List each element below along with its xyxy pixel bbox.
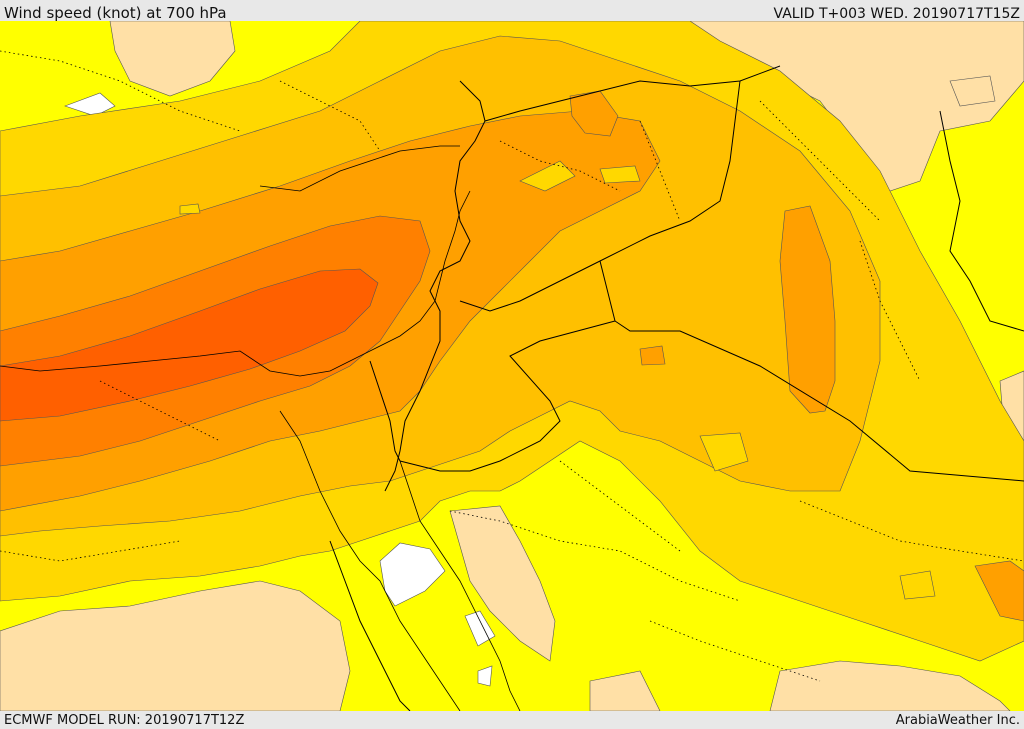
inner-patch-5	[899, 570, 936, 600]
inner-patch-2	[179, 203, 201, 215]
inner-patch-1	[519, 160, 576, 192]
inner-patches	[179, 160, 936, 600]
light-wind-areas	[0, 21, 1024, 711]
east-patches	[639, 345, 1024, 622]
border-8	[939, 110, 1024, 332]
admin-5	[759, 100, 881, 222]
map-canvas	[0, 21, 1024, 711]
admin-10	[649, 620, 821, 682]
light-area-southwest	[0, 580, 351, 711]
contour-level-5	[0, 268, 379, 422]
border-6	[369, 360, 401, 462]
calm-area-3	[464, 610, 496, 647]
light-area-east-small	[949, 75, 996, 107]
light-area-southeast	[769, 660, 1011, 711]
border-4	[599, 260, 1024, 482]
coastlines	[0, 145, 521, 711]
admin-3	[499, 140, 621, 192]
admin-1	[0, 50, 241, 132]
coast-red-sea-west	[279, 410, 461, 711]
admin-9	[799, 500, 1024, 562]
header-bar: Wind speed (knot) at 700 hPa VALID T+003…	[0, 0, 1024, 22]
credit: ArabiaWeather Inc.	[895, 713, 1020, 728]
footer-bar: ECMWF MODEL RUN: 20190717T12Z ArabiaWeat…	[0, 711, 1024, 729]
border-5	[399, 320, 616, 472]
wind-speed-map[interactable]	[0, 21, 1024, 711]
admin-boundaries	[0, 50, 1024, 682]
valid-time: VALID T+003 WED. 20190717T15Z	[773, 6, 1020, 22]
light-area-arabia	[449, 505, 556, 662]
calm-area-4	[477, 665, 493, 687]
admin-12	[859, 240, 921, 382]
east-patch-2	[639, 345, 666, 366]
border-2	[484, 65, 781, 122]
model-run: ECMWF MODEL RUN: 20190717T12Z	[4, 713, 245, 728]
light-area-north	[109, 21, 236, 97]
coast-red-sea-east	[399, 460, 521, 711]
coast-turkey	[259, 145, 460, 192]
coast-mediterranean	[0, 190, 471, 377]
east-patch-1	[974, 560, 1024, 622]
calm-areas	[64, 92, 496, 687]
admin-7	[449, 510, 741, 602]
inner-patch-4	[699, 432, 749, 472]
light-area-south-center	[589, 670, 661, 711]
contour-level-3-east	[779, 205, 836, 414]
calm-area-1	[64, 92, 116, 117]
border-7	[329, 540, 411, 711]
inner-patch-3	[599, 165, 641, 184]
admin-11	[0, 540, 181, 562]
map-title: Wind speed (knot) at 700 hPa	[4, 4, 227, 22]
border-3	[459, 80, 741, 312]
border-1	[384, 80, 486, 492]
country-borders	[329, 65, 1024, 711]
